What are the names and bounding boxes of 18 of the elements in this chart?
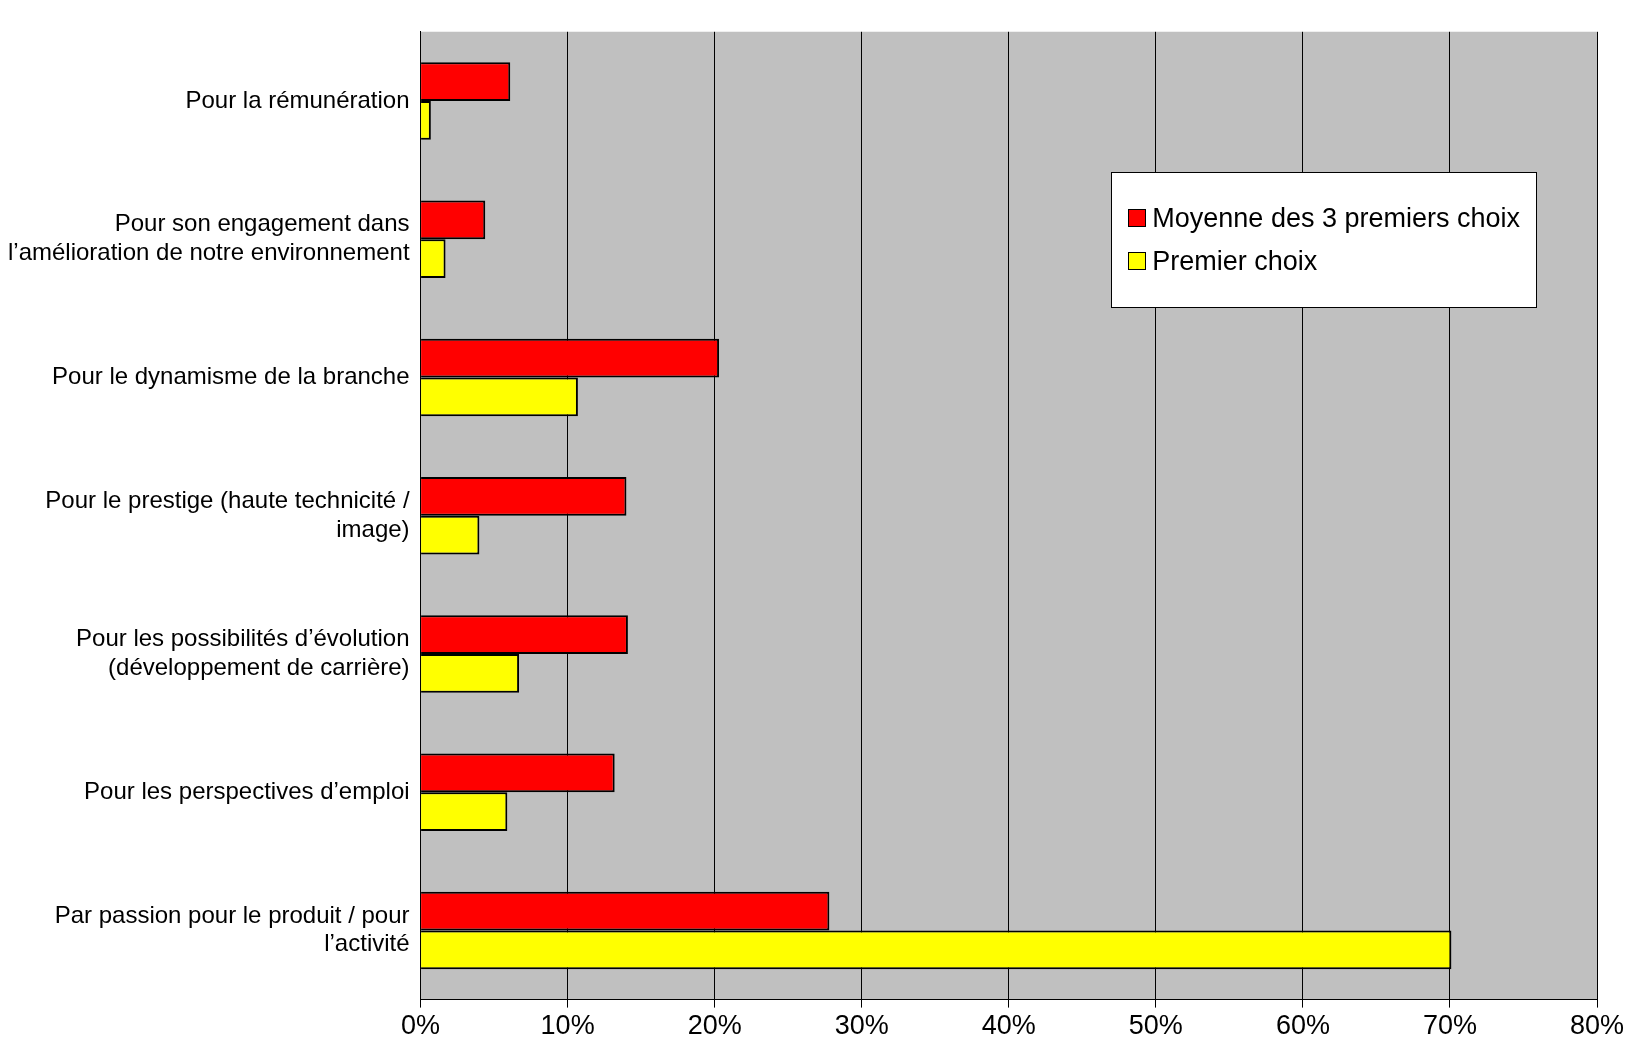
y-tick-label: Pour le prestige (haute technicité / image): [45, 485, 410, 542]
x-tick-label: 40%: [981, 1010, 1036, 1041]
x-tick-label: 10%: [540, 1010, 595, 1041]
x-tick-label: 60%: [1275, 1010, 1330, 1041]
y-tick-label: Pour la rémunération: [185, 85, 410, 113]
x-tick-label: 80%: [1569, 1010, 1625, 1041]
legend-label: Premier choix: [1152, 245, 1318, 277]
y-tick-label: Pour le dynamisme de la branche: [52, 362, 410, 390]
x-tick-label: 50%: [1128, 1010, 1183, 1041]
x-tick-label: 20%: [687, 1010, 742, 1041]
y-tick-label: Par passion pour le produit / pour l’activité: [54, 900, 410, 957]
x-tick-label: 0%: [401, 1010, 441, 1041]
y-tick-label: Pour les possibilités d’évolution (développement de carrière): [76, 624, 410, 680]
x-tick-label: 70%: [1422, 1010, 1477, 1041]
y-tick-label: Pour les perspectives d’emploi: [84, 776, 410, 804]
legend-label: Moyenne des 3 premiers choix: [1152, 202, 1520, 234]
y-tick-label: Pour son engagement dans l’amélioration de notre environnement: [7, 209, 410, 266]
x-tick-label: 30%: [834, 1010, 889, 1041]
